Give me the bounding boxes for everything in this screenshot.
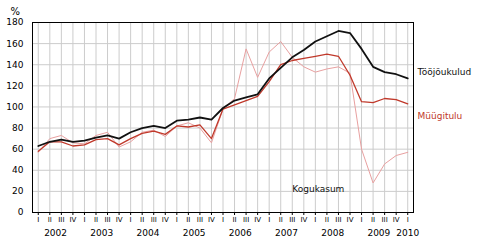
svg-text:II: II: [371, 216, 375, 224]
svg-text:I: I: [222, 216, 224, 224]
svg-text:100: 100: [6, 102, 23, 112]
svg-text:I: I: [407, 216, 409, 224]
svg-text:180: 180: [6, 17, 23, 27]
svg-text:II: II: [325, 216, 329, 224]
svg-text:160: 160: [6, 38, 23, 48]
svg-text:III: III: [151, 216, 157, 224]
svg-text:2009: 2009: [367, 228, 390, 238]
svg-text:I: I: [37, 216, 39, 224]
svg-text:II: II: [186, 216, 190, 224]
svg-text:I: I: [176, 216, 178, 224]
svg-text:I: I: [361, 216, 363, 224]
svg-text:I: I: [314, 216, 316, 224]
svg-text:IV: IV: [254, 216, 261, 224]
svg-text:I: I: [130, 216, 132, 224]
svg-text:Müügitulu: Müügitulu: [418, 111, 463, 121]
svg-text:2003: 2003: [90, 228, 113, 238]
svg-text:0: 0: [18, 207, 24, 217]
svg-text:2008: 2008: [321, 228, 344, 238]
svg-text:III: III: [289, 216, 295, 224]
svg-text:IV: IV: [162, 216, 169, 224]
svg-text:2006: 2006: [229, 228, 252, 238]
svg-text:Tööjõukulud: Tööjõukulud: [417, 67, 472, 77]
svg-text:IV: IV: [393, 216, 400, 224]
svg-text:2005: 2005: [183, 228, 206, 238]
svg-text:%: %: [11, 6, 21, 17]
svg-text:120: 120: [6, 81, 23, 91]
svg-text:2010: 2010: [396, 228, 419, 238]
svg-text:IV: IV: [300, 216, 307, 224]
svg-text:40: 40: [12, 165, 24, 175]
svg-text:140: 140: [6, 60, 23, 70]
svg-text:II: II: [140, 216, 144, 224]
svg-text:III: III: [104, 216, 110, 224]
svg-text:2002: 2002: [44, 228, 67, 238]
svg-text:Kogukasum: Kogukasum: [292, 184, 344, 194]
svg-text:III: III: [243, 216, 249, 224]
svg-text:IV: IV: [116, 216, 123, 224]
svg-text:II: II: [94, 216, 98, 224]
svg-text:I: I: [268, 216, 270, 224]
svg-text:III: III: [382, 216, 388, 224]
svg-text:80: 80: [12, 123, 24, 133]
svg-text:IV: IV: [208, 216, 215, 224]
svg-text:II: II: [279, 216, 283, 224]
svg-text:IV: IV: [347, 216, 354, 224]
svg-text:III: III: [335, 216, 341, 224]
svg-text:II: II: [232, 216, 236, 224]
svg-text:II: II: [48, 216, 52, 224]
svg-text:IV: IV: [69, 216, 76, 224]
svg-text:III: III: [197, 216, 203, 224]
svg-text:III: III: [58, 216, 64, 224]
svg-text:2007: 2007: [275, 228, 298, 238]
svg-text:2004: 2004: [137, 228, 160, 238]
svg-text:20: 20: [12, 186, 24, 196]
svg-text:60: 60: [12, 144, 24, 154]
svg-text:I: I: [83, 216, 85, 224]
